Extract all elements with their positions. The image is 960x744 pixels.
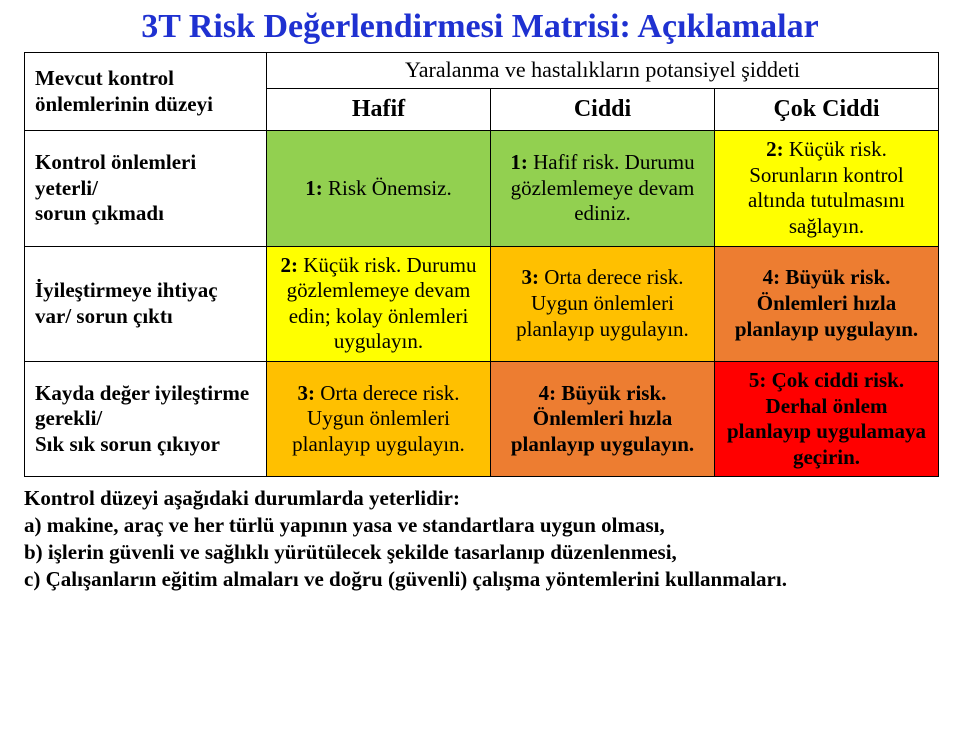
risk-level: 3: [521, 265, 539, 289]
row-header-top: Mevcut kontrol önlemlerinin düzeyi [25, 53, 267, 131]
table-row: Kontrol önlemleri yeterli/sorun çıkmadı … [25, 131, 939, 246]
cell-r1c2: 1: Hafif risk. Durumu gözlemlemeye devam… [491, 131, 715, 246]
risk-level: 1: [305, 176, 323, 200]
col-header-cok-ciddi: Çok Ciddi [715, 88, 939, 130]
risk-level: 4: [763, 265, 781, 289]
cell-r1c3: 2: Küçük risk. Sorunların kontrol altınd… [715, 131, 939, 246]
risk-text: Orta derece risk. Uygun önlemleri planla… [516, 265, 689, 340]
risk-level: 3: [297, 381, 315, 405]
risk-level: 1: [510, 150, 528, 174]
table-row: Kayda değer iyileştirme gerekli/Sık sık … [25, 361, 939, 476]
risk-level: 4: [539, 381, 557, 405]
footer-item-a: a) makine, araç ve her türlü yapının yas… [24, 513, 665, 537]
risk-matrix-table: Mevcut kontrol önlemlerinin düzeyi Yaral… [24, 52, 939, 477]
page-root: 3T Risk Değerlendirmesi Matrisi: Açıklam… [0, 0, 960, 601]
row-label-3: Kayda değer iyileştirme gerekli/Sık sık … [25, 361, 267, 476]
cell-r3c3: 5: Çok ciddi risk. Derhal önlem planlayı… [715, 361, 939, 476]
footer-item-b: b) işlerin güvenli ve sağlıklı yürütülec… [24, 540, 677, 564]
table-row: İyileştirmeye ihtiyaç var/ sorun çıktı 2… [25, 246, 939, 361]
super-header: Yaralanma ve hastalıkların potansiyel şi… [267, 53, 939, 89]
risk-text: Hafif risk. Durumu gözlemlemeye devam ed… [511, 150, 695, 225]
cell-r1c1: 1: Risk Önemsiz. [267, 131, 491, 246]
row-label-2: İyileştirmeye ihtiyaç var/ sorun çıktı [25, 246, 267, 361]
col-header-ciddi: Ciddi [491, 88, 715, 130]
col-header-hafif: Hafif [267, 88, 491, 130]
risk-level: 2: [281, 253, 299, 277]
cell-r2c1: 2: Küçük risk. Durumu gözlemlemeye devam… [267, 246, 491, 361]
page-title: 3T Risk Değerlendirmesi Matrisi: Açıklam… [24, 8, 936, 46]
risk-text: Risk Önemsiz. [323, 176, 452, 200]
table-row: Mevcut kontrol önlemlerinin düzeyi Yaral… [25, 53, 939, 89]
footer-notes: Kontrol düzeyi aşağıdaki durumlarda yete… [24, 485, 936, 593]
risk-text: Küçük risk. Durumu gözlemlemeye devam ed… [287, 253, 477, 354]
row-label-1: Kontrol önlemleri yeterli/sorun çıkmadı [25, 131, 267, 246]
risk-level: 2: [766, 137, 784, 161]
risk-level: 5: [749, 368, 767, 392]
footer-lead: Kontrol düzeyi aşağıdaki durumlarda yete… [24, 486, 460, 510]
risk-text: Orta derece risk. Uygun önlemleri planla… [292, 381, 465, 456]
footer-item-c: c) Çalışanların eğitim almaları ve doğru… [24, 567, 787, 591]
cell-r3c2: 4: Büyük risk. Önlemleri hızla planlayıp… [491, 361, 715, 476]
cell-r3c1: 3: Orta derece risk. Uygun önlemleri pla… [267, 361, 491, 476]
cell-r2c2: 3: Orta derece risk. Uygun önlemleri pla… [491, 246, 715, 361]
cell-r2c3: 4: Büyük risk. Önlemleri hızla planlayıp… [715, 246, 939, 361]
